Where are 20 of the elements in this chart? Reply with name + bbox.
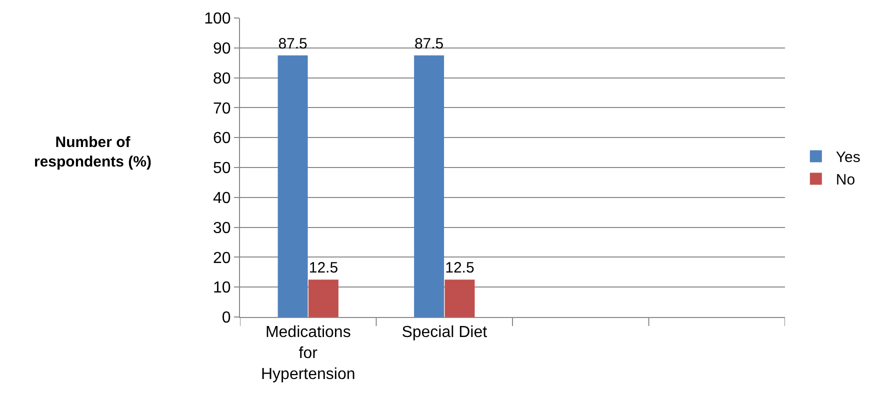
y-tick-label: 80 (213, 70, 231, 88)
data-label: 87.5 (414, 35, 444, 52)
y-tick-label: 50 (213, 160, 231, 178)
y-tick-label: 30 (213, 220, 231, 237)
data-label: 12.5 (308, 260, 338, 277)
y-tick-label: 90 (213, 40, 231, 58)
y-tick-label: 20 (213, 250, 231, 267)
data-label: 12.5 (445, 260, 474, 277)
y-tick-label: 0 (222, 310, 231, 327)
legend-label: No (836, 172, 856, 189)
y-tick-label: 40 (213, 190, 231, 207)
y-tick-label: 100 (204, 10, 231, 28)
y-tick-label: 70 (213, 100, 231, 118)
y-tick-label: 60 (213, 130, 231, 148)
y-axis-title: Number of respondents (%) (34, 134, 152, 170)
data-label: 87.5 (278, 35, 308, 52)
legend-label: Yes (836, 149, 860, 166)
x-tick-label: Special Diet (402, 324, 488, 342)
x-tick-label: Medications for Hypertension (260, 324, 356, 383)
y-tick-label: 10 (213, 280, 231, 297)
